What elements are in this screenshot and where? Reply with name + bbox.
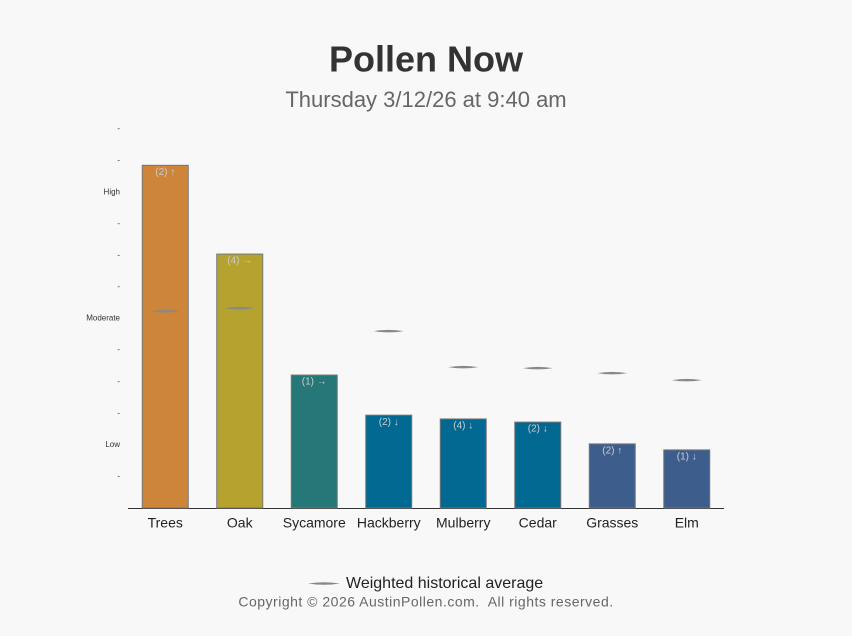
x-tick-label: Elm [675,515,699,531]
x-tick-label: Grasses [586,515,638,531]
bar [514,421,562,509]
bar-label: (2) ↓ [528,424,548,435]
footer: Copyright © 2026 AustinPollen.com. All r… [238,594,613,610]
y-tick-label: Low [105,440,120,449]
bar [588,443,636,509]
x-tick-label: Cedar [519,515,557,531]
bar-label: (4) ↓ [453,421,473,432]
x-tick-label: Mulberry [436,515,490,531]
historical-average [150,309,181,313]
bar [290,374,338,509]
chart-subtitle: Thursday 3/12/26 at 9:40 am [285,87,566,112]
y-tick-label: - [117,124,120,133]
bar-label: (2) ↑ [602,446,622,457]
chart-title: Pollen Now [329,39,524,80]
x-tick-label: Sycamore [283,515,346,531]
historical-average [224,306,255,310]
bar [663,449,711,509]
y-tick-label: - [117,219,120,228]
legend-swatch [308,582,340,585]
y-tick-label: - [117,472,120,481]
bar [439,418,487,509]
y-tick-label: - [117,156,120,165]
y-tick-label: High [104,187,120,196]
bar [216,253,264,509]
legend-label: Weighted historical average [346,575,543,592]
y-tick-label: Moderate [86,314,120,323]
bar [365,414,413,509]
bar-label: (2) ↑ [155,167,175,178]
y-tick-label: - [117,250,120,259]
bar-label: (1) → [302,377,327,388]
y-tick-label: - [117,345,120,354]
historical-average [448,365,479,369]
historical-average [671,378,702,382]
x-tick-label: Hackberry [357,515,421,531]
bar-label: (2) ↓ [379,417,399,428]
x-tick-label: Trees [148,515,183,531]
x-tick-label: Oak [227,515,254,531]
y-tick-label: - [117,377,120,386]
bar-label: (4) → [227,256,252,267]
historical-average [373,329,404,333]
historical-average [597,371,628,375]
bar [141,164,189,509]
historical-average [522,366,553,370]
bar-label: (1) ↓ [677,452,697,463]
y-tick-label: - [117,408,120,417]
y-tick-label: - [117,282,120,291]
